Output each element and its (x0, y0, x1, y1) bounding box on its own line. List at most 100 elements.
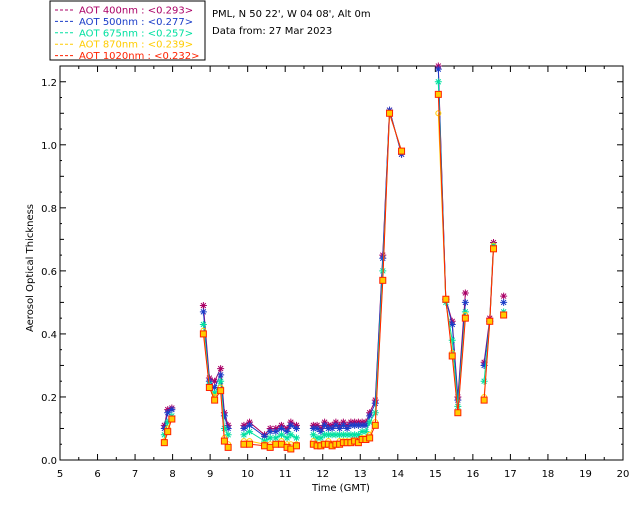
data-point (160, 439, 168, 447)
x-tick-label: 17 (504, 469, 517, 480)
legend-box (49, 0, 206, 61)
data-point (354, 421, 362, 429)
x-tick-label: 5 (57, 469, 63, 480)
x-tick-label: 14 (391, 469, 404, 480)
y-axis-label: Aerosol Optical Thickness (25, 204, 36, 332)
data-point (480, 396, 488, 404)
x-axis-label: Time (GMT) (311, 483, 370, 494)
data-point (266, 434, 274, 442)
data-point (164, 418, 172, 426)
x-tick-label: 11 (279, 469, 292, 480)
data-point (362, 421, 370, 429)
data-point (371, 421, 379, 429)
data-point (324, 424, 332, 432)
data-point (199, 308, 207, 316)
data-point (240, 440, 248, 448)
data-point (379, 254, 387, 262)
series-line (313, 113, 403, 439)
data-point (486, 317, 494, 325)
data-point (240, 424, 248, 432)
data-point (435, 110, 442, 117)
data-point (366, 412, 374, 420)
data-point (277, 440, 285, 448)
data-point (313, 434, 321, 442)
data-point (490, 245, 498, 253)
data-point (224, 443, 232, 451)
y-tick-label: 0.0 (41, 456, 57, 467)
series (160, 90, 508, 453)
data-point (246, 428, 254, 436)
series-line (437, 94, 466, 413)
data-point (199, 330, 207, 338)
data-point (461, 308, 469, 316)
data-point (261, 432, 269, 440)
legend: AOT 400nm : <0.293>AOT 500nm : <0.277>AO… (49, 0, 206, 62)
x-tick-label: 16 (466, 469, 479, 480)
x-tick-label: 9 (207, 469, 213, 480)
x-tick-label: 13 (354, 469, 367, 480)
legend-entry: AOT 675nm : <0.257> (79, 28, 193, 39)
data-point (317, 434, 325, 442)
data-point (292, 442, 300, 450)
data-point (220, 437, 228, 445)
data-point (351, 421, 359, 429)
data-point (454, 409, 462, 417)
data-point (211, 396, 219, 404)
data-point (336, 424, 344, 432)
data-point (398, 147, 406, 155)
data-point (358, 421, 366, 429)
data-point (362, 428, 370, 436)
y-axis: 0.0 0.2 0.4 0.6 0.8 1.0 1.2 (41, 78, 623, 467)
data-point (292, 424, 300, 432)
data-point (164, 428, 172, 436)
data-point (366, 434, 374, 442)
data-point (224, 424, 232, 432)
data-point (224, 431, 232, 439)
y-tick-label: 0.4 (41, 330, 57, 341)
y-tick-label: 0.8 (41, 204, 57, 215)
data-point (328, 431, 336, 439)
data-point (343, 431, 351, 439)
series-line (313, 109, 403, 430)
data-point (336, 431, 344, 439)
data-point (220, 412, 228, 420)
data-point (277, 424, 285, 432)
data-point (442, 295, 450, 303)
data-point (461, 298, 469, 306)
data-point (480, 361, 488, 369)
x-axis: 5 6 7 8 9 10 11 12 13 14 15 16 17 18 19 20 (57, 66, 629, 480)
x-tick-label: 15 (429, 469, 442, 480)
x-tick-label: 19 (579, 469, 592, 480)
data-point (347, 421, 355, 429)
data-point (240, 431, 248, 439)
data-point (328, 424, 336, 432)
data-point (272, 428, 280, 436)
data-point (321, 421, 329, 429)
data-point (287, 445, 295, 453)
data-point (343, 424, 351, 432)
x-tick-label: 10 (241, 469, 254, 480)
data-point (211, 390, 219, 398)
x-tick-label: 8 (169, 469, 175, 480)
data-point (448, 352, 456, 360)
data-point (321, 431, 329, 439)
data-point (309, 424, 317, 432)
data-point (261, 437, 269, 445)
data-point (168, 415, 176, 423)
data-point (434, 65, 442, 73)
data-point (454, 402, 462, 410)
data-point (324, 431, 332, 439)
data-point (272, 434, 280, 442)
data-point (272, 440, 280, 448)
data-point (211, 384, 219, 392)
data-point (434, 90, 442, 98)
data-point (379, 276, 387, 284)
data-point (313, 424, 321, 432)
data-point (246, 440, 254, 448)
data-point (217, 387, 225, 395)
legend-entry: AOT 500nm : <0.277> (79, 17, 193, 28)
data-point (500, 311, 508, 319)
date-info: Data from: 27 Mar 2023 (212, 26, 332, 37)
data-point (287, 421, 295, 429)
data-point (292, 434, 300, 442)
